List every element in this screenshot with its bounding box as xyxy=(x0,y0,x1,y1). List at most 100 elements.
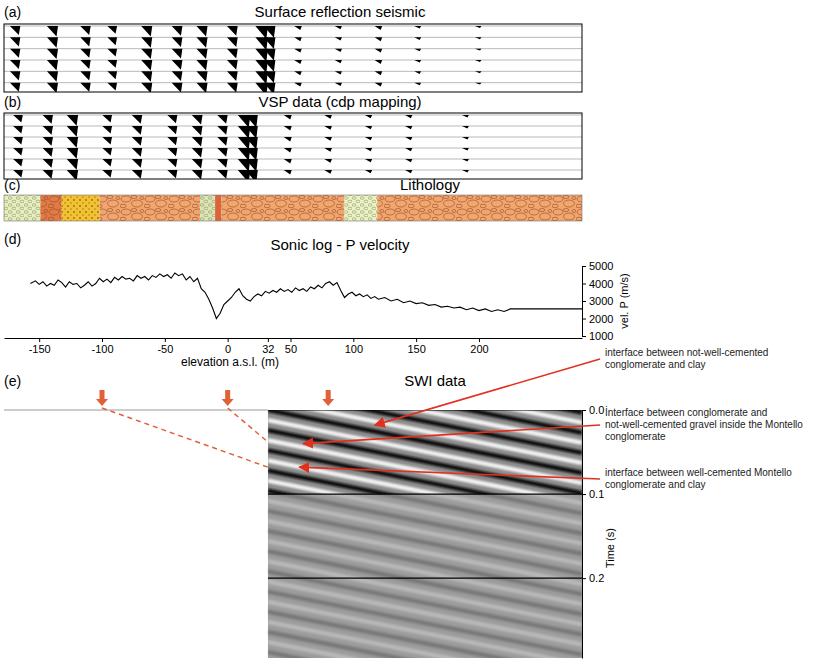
wiggle-lobe xyxy=(192,170,203,179)
wiggle-lobe xyxy=(10,60,20,69)
wiggle-lobe xyxy=(47,26,58,36)
wiggle-lobe xyxy=(102,137,112,145)
lithology-texture xyxy=(377,195,582,221)
panel-frame xyxy=(4,195,582,221)
wiggle-lobe xyxy=(414,60,421,63)
wiggle-lobe xyxy=(227,71,238,81)
wiggle-lobe xyxy=(141,60,152,70)
tick-mark xyxy=(102,338,103,342)
tick-mark xyxy=(268,338,269,342)
y-axis-title: Time (s) xyxy=(604,528,616,568)
tick: 50 xyxy=(285,338,297,355)
wiggle-lobe xyxy=(13,148,23,156)
wiggle-lobe xyxy=(196,71,207,81)
wiggle-lobe xyxy=(141,71,152,81)
tick-mark xyxy=(582,336,586,337)
wiggle-lobe xyxy=(67,115,78,126)
tick-mark xyxy=(353,338,354,342)
tick-label: -150 xyxy=(29,343,51,355)
wiggle-lobe xyxy=(192,115,203,124)
tick: 150 xyxy=(407,338,425,355)
tick: 3000 xyxy=(582,295,613,307)
lithology-unit xyxy=(221,195,344,221)
panel-letter: (d) xyxy=(4,231,21,247)
wiggle-lobe xyxy=(217,170,227,179)
lithology-unit xyxy=(40,195,61,221)
wiggle-lobe xyxy=(102,148,112,156)
wiggle-lobe xyxy=(335,71,342,74)
wiggle-lobe xyxy=(80,26,90,35)
wiggle-lobe xyxy=(102,170,112,178)
wiggle-lobe xyxy=(335,26,342,29)
annotation-line: conglomerate xyxy=(605,431,666,442)
wiggle-lobe xyxy=(405,170,412,173)
wiggle-lobe xyxy=(80,37,90,46)
wiggle-lobe xyxy=(141,37,152,47)
panel-title: Lithology xyxy=(400,176,461,193)
wiggle-lobe xyxy=(107,60,117,68)
wiggle-lobe xyxy=(10,37,20,46)
projection-line xyxy=(102,408,268,467)
location-arrow xyxy=(96,390,108,406)
tick: 4000 xyxy=(582,278,613,290)
trace-line xyxy=(4,26,582,27)
axis-line xyxy=(5,338,583,339)
wiggle-lobe xyxy=(132,170,142,179)
wiggle-lobe xyxy=(324,115,332,119)
wiggle-lobe xyxy=(335,37,342,40)
wiggle-lobe xyxy=(67,170,78,179)
wiggle-lobe xyxy=(365,115,372,118)
wiggle-lobe xyxy=(80,49,90,58)
plot-area xyxy=(30,273,582,319)
tick: 0 xyxy=(225,338,231,355)
tick-label: 4000 xyxy=(589,278,613,290)
wiggle-lobe xyxy=(13,159,23,167)
wiggle-lobe xyxy=(284,170,292,174)
wiggle-lobe xyxy=(375,37,383,41)
tick-mark xyxy=(582,301,586,302)
annotation-line: conglomerate and clay xyxy=(605,479,706,490)
lithology-column xyxy=(4,195,582,221)
wiggle-lobe xyxy=(192,137,203,146)
wiggle-lobe xyxy=(80,83,90,92)
lithology-texture xyxy=(40,195,61,221)
tick-label: 200 xyxy=(470,343,488,355)
wiggle-lobe xyxy=(405,148,412,151)
trace-line xyxy=(4,170,582,171)
wiggle-lobe xyxy=(172,60,183,70)
wiggle-lobe xyxy=(375,49,383,53)
wiggle-lobe xyxy=(67,137,78,148)
wiggle-lobe xyxy=(132,115,142,124)
wiggle-lobe xyxy=(294,60,302,64)
wiggle-lobe xyxy=(324,148,332,152)
annotation-arrow xyxy=(303,425,600,444)
wiggle-lobe xyxy=(365,137,372,140)
panel-title: SWI data xyxy=(404,372,466,389)
trace-line xyxy=(4,137,582,138)
projection-line xyxy=(228,408,268,442)
annotation-line: interface between not-well-cemented xyxy=(605,347,768,358)
wiggle-lobe xyxy=(414,71,421,74)
tick-mark xyxy=(582,266,586,267)
location-arrow xyxy=(222,390,234,406)
location-arrow xyxy=(322,390,334,406)
annotation: interface between not-well-cementedcongl… xyxy=(605,347,768,370)
wiggle-lobe xyxy=(167,126,177,134)
wiggle-lobe xyxy=(13,126,23,134)
wiggle-lobe xyxy=(167,170,177,178)
trace-line xyxy=(4,71,582,72)
velocity-line xyxy=(30,273,582,319)
tick-label: 32 xyxy=(262,343,274,355)
wiggle-lobe xyxy=(10,49,20,58)
wiggle-lobe xyxy=(324,159,332,163)
wiggle-lobe xyxy=(107,37,117,45)
wiggle-lobe xyxy=(196,49,207,59)
lithology-texture xyxy=(221,195,344,221)
tick-label: 3000 xyxy=(589,295,613,307)
wiggle-lobe xyxy=(141,49,152,59)
wiggle-lobe xyxy=(375,26,383,30)
seismic-traces xyxy=(4,115,582,179)
wiggle-lobe xyxy=(167,148,177,156)
wiggle-lobe xyxy=(43,170,53,179)
wiggle-lobe xyxy=(335,60,342,63)
